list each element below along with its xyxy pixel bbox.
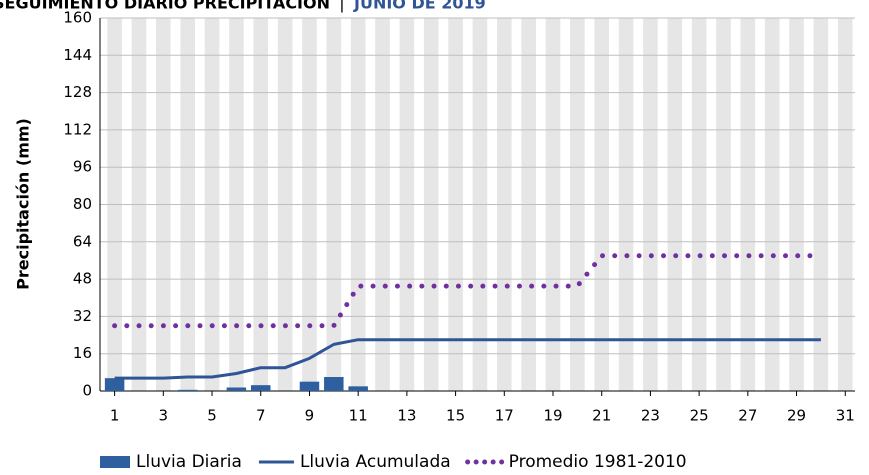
x-tick-label: 1 bbox=[110, 407, 120, 425]
title-separator: | bbox=[339, 0, 344, 13]
y-tick-label: 160 bbox=[63, 9, 92, 27]
x-tick-label: 31 bbox=[836, 407, 855, 425]
y-tick-label: 64 bbox=[73, 232, 92, 250]
line bbox=[114, 338, 821, 380]
y-tick-label: 128 bbox=[63, 83, 92, 101]
x-tick-label: 13 bbox=[397, 407, 416, 425]
x-tick-label: 3 bbox=[159, 407, 169, 425]
legend-label: Lluvia Diaria bbox=[136, 452, 242, 472]
chart-subtitle: JUNIO DE 2019 bbox=[353, 0, 486, 13]
x-tick-label: 25 bbox=[690, 407, 709, 425]
bar bbox=[177, 389, 198, 391]
bar bbox=[104, 378, 125, 391]
y-tick-label: 0 bbox=[82, 382, 92, 400]
y-tick-label: 48 bbox=[73, 270, 92, 288]
x-tick-label: 21 bbox=[592, 407, 611, 425]
y-tick-label: 144 bbox=[63, 46, 92, 64]
y-tick-label: 32 bbox=[73, 307, 92, 325]
y-tick-label: 96 bbox=[73, 158, 92, 176]
x-tick-label: 11 bbox=[349, 407, 368, 425]
legend-label: Lluvia Acumulada bbox=[300, 452, 451, 472]
legend-label: Promedio 1981-2010 bbox=[509, 452, 687, 472]
x-tick-label: 23 bbox=[641, 407, 660, 425]
x-tick-label: 17 bbox=[495, 407, 514, 425]
dotted-line bbox=[112, 253, 824, 329]
x-tick-label: 19 bbox=[543, 407, 562, 425]
x-tick-label: 9 bbox=[305, 407, 315, 425]
x-tick-label: 15 bbox=[446, 407, 465, 425]
bar bbox=[251, 385, 271, 391]
bar bbox=[348, 386, 368, 391]
bar bbox=[226, 387, 247, 391]
y-axis-label: Precipitación (mm) bbox=[14, 118, 33, 290]
bar bbox=[299, 381, 320, 391]
legend-swatch bbox=[100, 456, 130, 468]
y-tick-label: 16 bbox=[73, 344, 92, 362]
bar bbox=[324, 377, 344, 391]
y-tick-label: 80 bbox=[73, 195, 92, 213]
x-tick-label: 27 bbox=[738, 407, 757, 425]
y-tick-label: 112 bbox=[63, 120, 92, 138]
x-tick-label: 7 bbox=[256, 407, 266, 425]
x-tick-label: 5 bbox=[207, 407, 217, 425]
x-tick-label: 29 bbox=[787, 407, 806, 425]
chart-title: SEGUIMIENTO DIARIO PRECIPITACIÓN bbox=[0, 0, 330, 13]
